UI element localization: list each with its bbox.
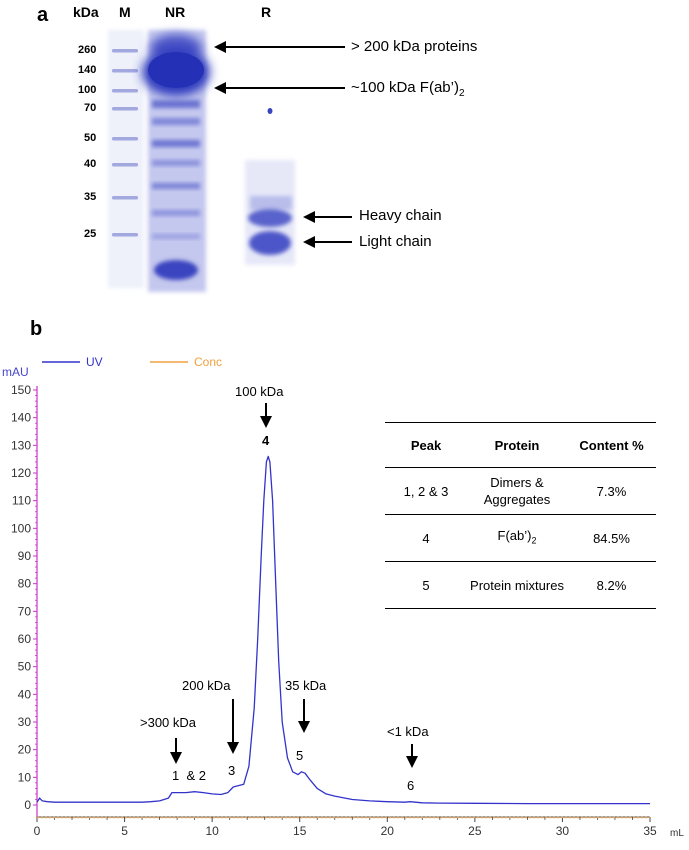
y-tick-label: 20	[18, 743, 32, 757]
marker-size-50: 50	[84, 132, 97, 144]
label-100kda: 100 kDa	[235, 384, 284, 399]
x-tick-label: 25	[468, 824, 482, 838]
peak-number-4: 4	[262, 433, 270, 448]
table-cell-content: 7.3%	[567, 467, 656, 515]
x-axis-ticks: 0 5 10 15 20 25 30 35	[34, 816, 657, 838]
series-line-uv	[36, 455, 650, 805]
peak-number-5: 5	[296, 748, 304, 763]
y-tick-label: 50	[18, 660, 32, 674]
y-tick-label: 110	[12, 494, 31, 508]
gel-arrows	[214, 41, 352, 248]
table-cell-peak: 4	[385, 514, 467, 562]
x-tick-label: 15	[293, 824, 307, 838]
y-axis-label: mAU	[2, 365, 29, 379]
x-tick-label: 5	[121, 824, 128, 838]
legend-label-conc: Conc	[194, 355, 222, 369]
legend-label-uv: UV	[86, 355, 103, 369]
lane-m	[108, 30, 144, 288]
table-header-protein: Protein	[467, 422, 567, 468]
table-cell-peak: 5	[385, 561, 467, 609]
y-tick-label: 140	[11, 411, 31, 425]
marker-size-25: 25	[84, 228, 97, 240]
peak-number-1-2: 1 & 2	[172, 768, 206, 783]
x-tick-label: 0	[34, 824, 41, 838]
y-tick-label: 130	[11, 438, 31, 452]
annotation-fab2: ~100 kDa F(ab’)2	[351, 79, 465, 99]
table-header-content: Content %	[567, 422, 656, 468]
lane-label-r: R	[261, 4, 272, 20]
y-tick-label: 120	[11, 466, 31, 480]
chromatogram: 0 10 20 30 40 50 60 70 80 90 100 110 120 130 140 150 0 5…	[2, 355, 684, 839]
y-tick-label: 80	[18, 577, 32, 591]
table-cell-protein: Dimers & Aggregates	[467, 467, 567, 515]
x-tick-label: 35	[643, 824, 657, 838]
label-35kda: 35 kDa	[285, 678, 327, 693]
marker-size-35: 35	[84, 191, 97, 203]
marker-size-100: 100	[78, 84, 97, 96]
x-tick-label: 30	[556, 824, 570, 838]
panel-b-label: b	[30, 318, 43, 340]
y-tick-label: 70	[18, 604, 32, 618]
table-row: 4 F(ab’)2 84.5%	[385, 514, 656, 562]
x-tick-label: 10	[205, 824, 219, 838]
panel-a-label: a	[37, 4, 49, 26]
table-cell-protein: Protein mixtures	[467, 561, 567, 609]
y-tick-label: 10	[18, 770, 32, 784]
annotation-light-chain: Light chain	[359, 233, 432, 250]
table-cell-protein: F(ab’)2	[467, 514, 567, 562]
annotation-heavy-chain: Heavy chain	[359, 207, 442, 224]
marker-size-260: 260	[78, 44, 97, 56]
chart-legend: UV Conc	[42, 355, 222, 369]
marker-size-70: 70	[84, 102, 97, 114]
y-tick-label: 40	[18, 687, 32, 701]
table-row: 1, 2 & 3 Dimers & Aggregates 7.3%	[385, 467, 656, 515]
lane-label-marker: M	[119, 4, 131, 20]
y-tick-label: 150	[11, 383, 31, 397]
table-cell-content: 8.2%	[567, 561, 656, 609]
kda-header: kDa	[73, 4, 99, 20]
table-header-peak: Peak	[385, 422, 467, 468]
nr-bands	[142, 34, 210, 280]
peak-content-table: Peak Protein Content % 1, 2 & 3 Dimers &…	[385, 422, 656, 609]
table-row: 5 Protein mixtures 8.2%	[385, 561, 656, 609]
y-tick-label: 100	[11, 521, 31, 535]
y-tick-label: 0	[24, 798, 31, 812]
r-bands	[248, 108, 292, 255]
y-tick-label: 30	[18, 715, 32, 729]
marker-bands	[112, 49, 138, 237]
y-tick-label: 90	[18, 549, 32, 563]
label-200kda: 200 kDa	[182, 678, 231, 693]
y-tick-label: 60	[18, 632, 32, 646]
peak-number-3: 3	[228, 763, 236, 778]
lane-label-nr: NR	[165, 4, 186, 20]
table-cell-peak: 1, 2 & 3	[385, 467, 467, 515]
annotation-over-200kda: > 200 kDa proteins	[351, 38, 478, 55]
peak-number-6: 6	[407, 778, 415, 793]
table-header-row: Peak Protein Content %	[385, 422, 656, 468]
marker-size-40: 40	[84, 158, 97, 170]
x-axis-label: mL	[670, 828, 684, 839]
marker-size-140: 140	[78, 64, 97, 76]
table-cell-content: 84.5%	[567, 514, 656, 562]
label-1kda: <1 kDa	[387, 724, 429, 739]
gel-image	[108, 30, 352, 292]
y-axis-ticks: 0 10 20 30 40 50 60 70 80 90 100 110 120 130 140 150	[11, 383, 38, 817]
label-300kda: >300 kDa	[140, 715, 197, 730]
chromatogram-traces	[36, 455, 650, 819]
x-tick-label: 20	[381, 824, 395, 838]
